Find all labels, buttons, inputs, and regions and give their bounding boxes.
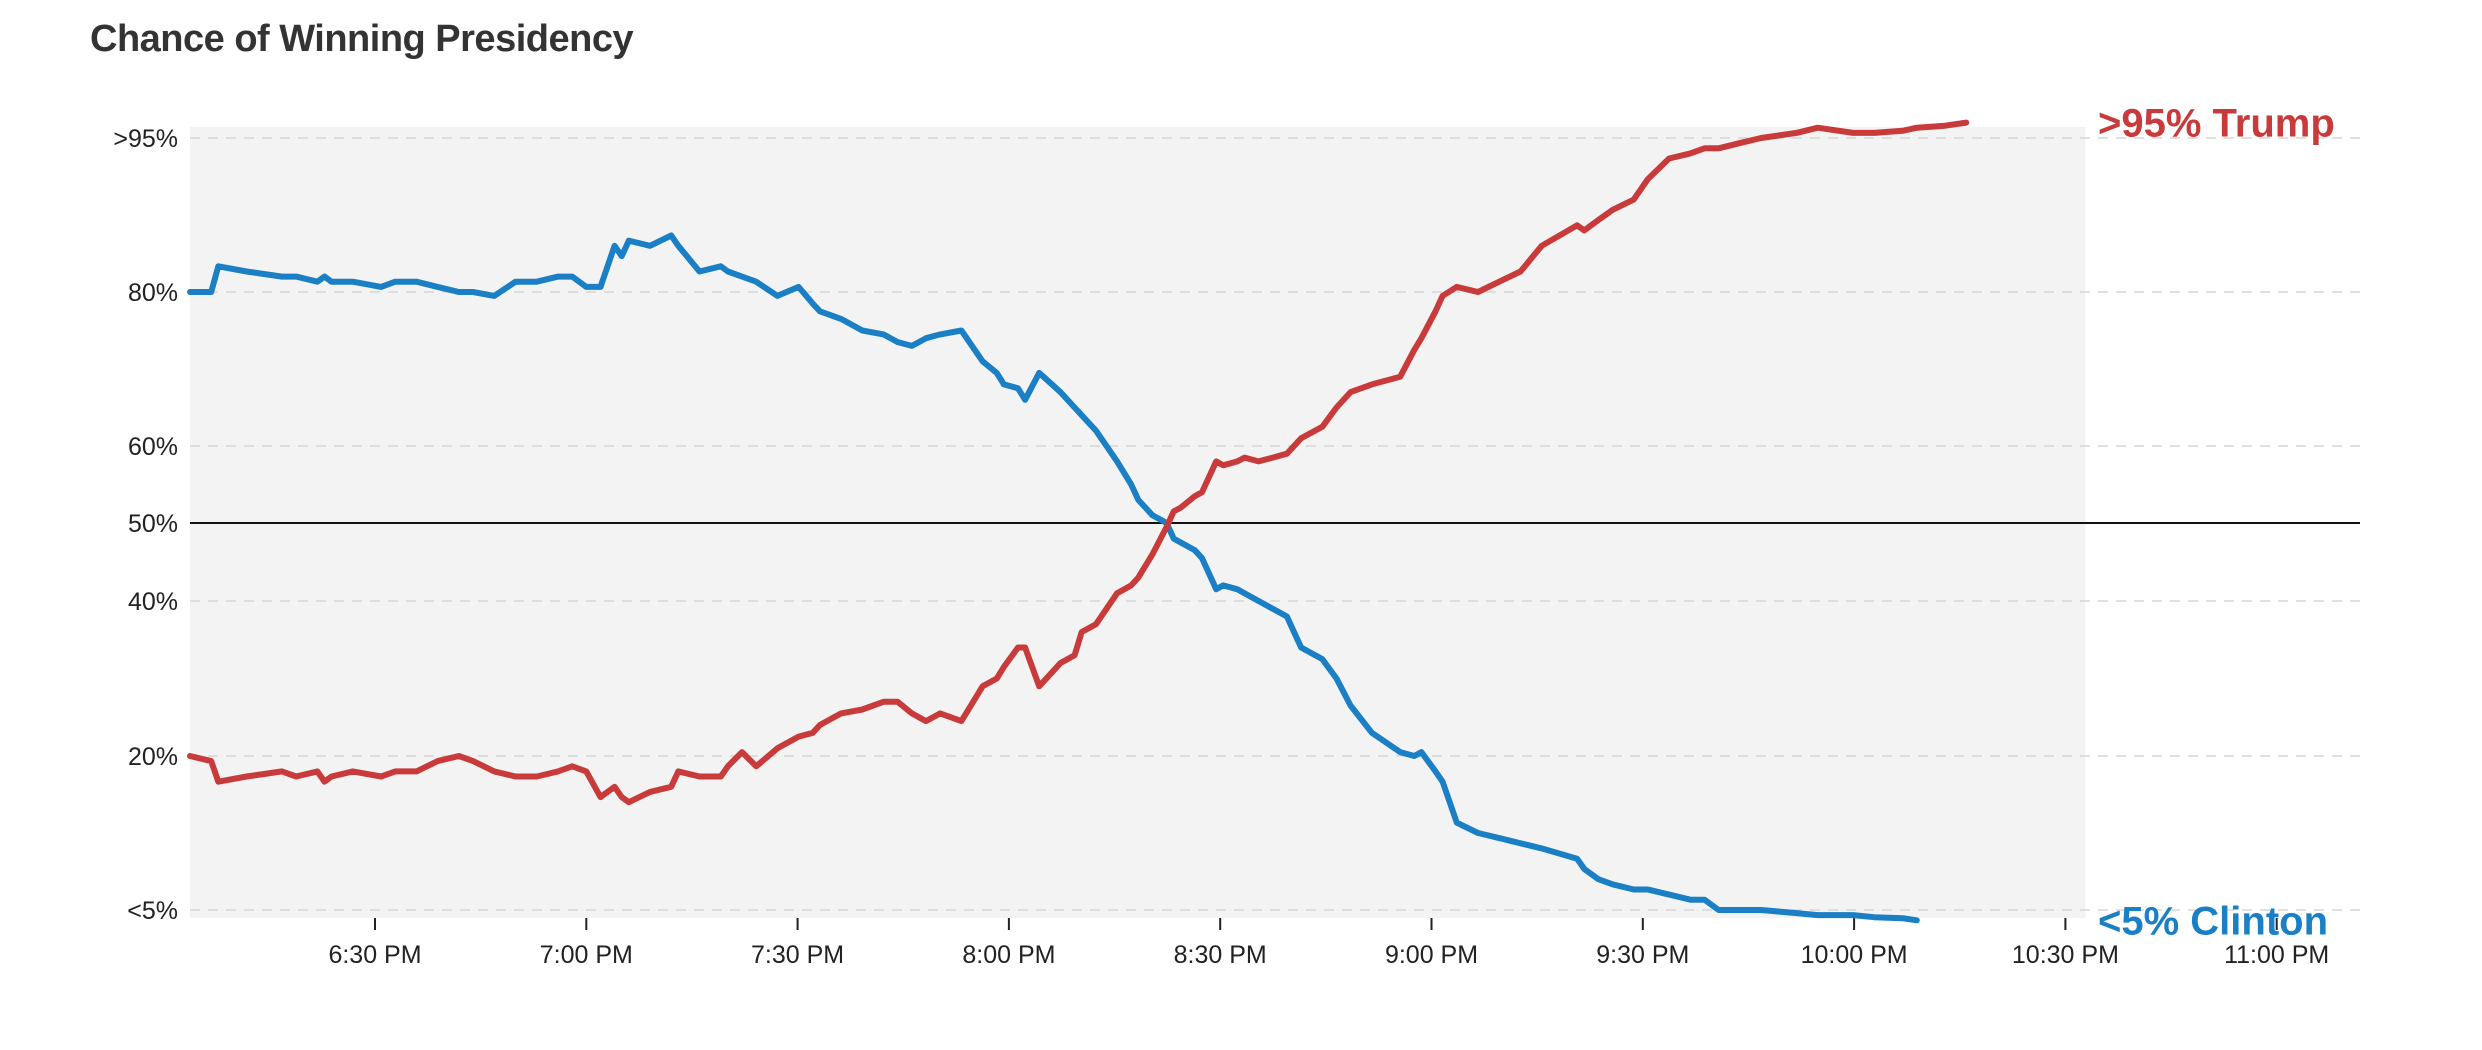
x-tick-label: 7:00 PM [540,941,633,969]
series-line-clinton [187,232,1920,924]
end-label-trump: >95% Trump [2098,102,2335,146]
series-lines [187,119,1970,924]
series-line-trump [187,119,1970,806]
y-axis-labels: <5% 20% 40% 50% 60% 80% >95% [113,125,178,925]
y-tick-label: 60% [128,433,178,461]
x-tick-label: 8:30 PM [1174,941,1267,969]
chart-title: Chance of Winning Presidency [90,18,634,60]
gridlines [190,137,2360,911]
x-tick-label: 9:00 PM [1385,941,1478,969]
x-tick-label: 8:00 PM [962,941,1055,969]
x-tick-label: 6:30 PM [328,941,421,969]
x-axis: 6:30 PM 7:00 PM 7:30 PM 8:00 PM 8:30 PM 9:00 … [328,918,2329,969]
y-tick-label: 80% [128,279,178,307]
x-tick-label: 7:30 PM [751,941,844,969]
y-tick-label: <5% [127,897,178,925]
x-tick-label: 10:30 PM [2012,941,2119,969]
end-labels: <5% Clinton >95% Trump [2098,102,2335,944]
y-tick-label: 20% [128,743,178,771]
y-tick-label: >95% [113,125,178,153]
end-label-clinton: <5% Clinton [2098,899,2328,943]
x-tick-label: 10:00 PM [1801,941,1908,969]
y-tick-label: 40% [128,588,178,616]
x-tick-label: 11:00 PM [2224,941,2329,969]
x-tick-label: 9:30 PM [1596,941,1689,969]
y-tick-label: 50% [128,510,178,538]
